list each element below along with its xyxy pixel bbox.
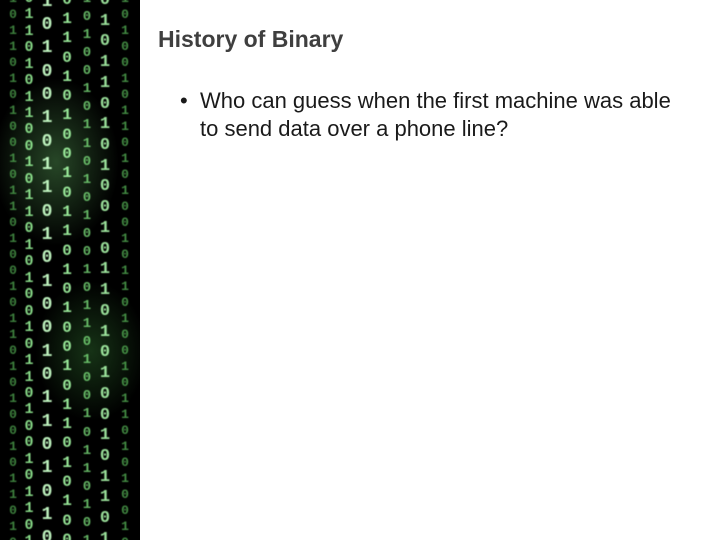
bullet-list: Who can guess when the first machine was…	[158, 87, 692, 143]
binary-column: 1010010110101001011010010110101	[80, 0, 94, 540]
binary-column: 101001011010100101101010	[40, 0, 54, 540]
slide-title: History of Binary	[158, 26, 692, 53]
bullet-item: Who can guess when the first machine was…	[180, 87, 692, 143]
slide-content: History of Binary Who can guess when the…	[140, 0, 720, 540]
binary-column: 01101010010110101001011010100	[60, 0, 74, 540]
binary-column: 010110101001011010100101101	[98, 0, 112, 540]
binary-column: 0110101100101101010010110100101101	[22, 0, 36, 540]
binary-column: 10110101001011010010110101001011010	[6, 0, 20, 540]
sidebar-binary-image: 1011010100101101001011010100101101001101…	[0, 0, 140, 540]
binary-column: 10100101101010010110100101101010010	[118, 0, 132, 540]
